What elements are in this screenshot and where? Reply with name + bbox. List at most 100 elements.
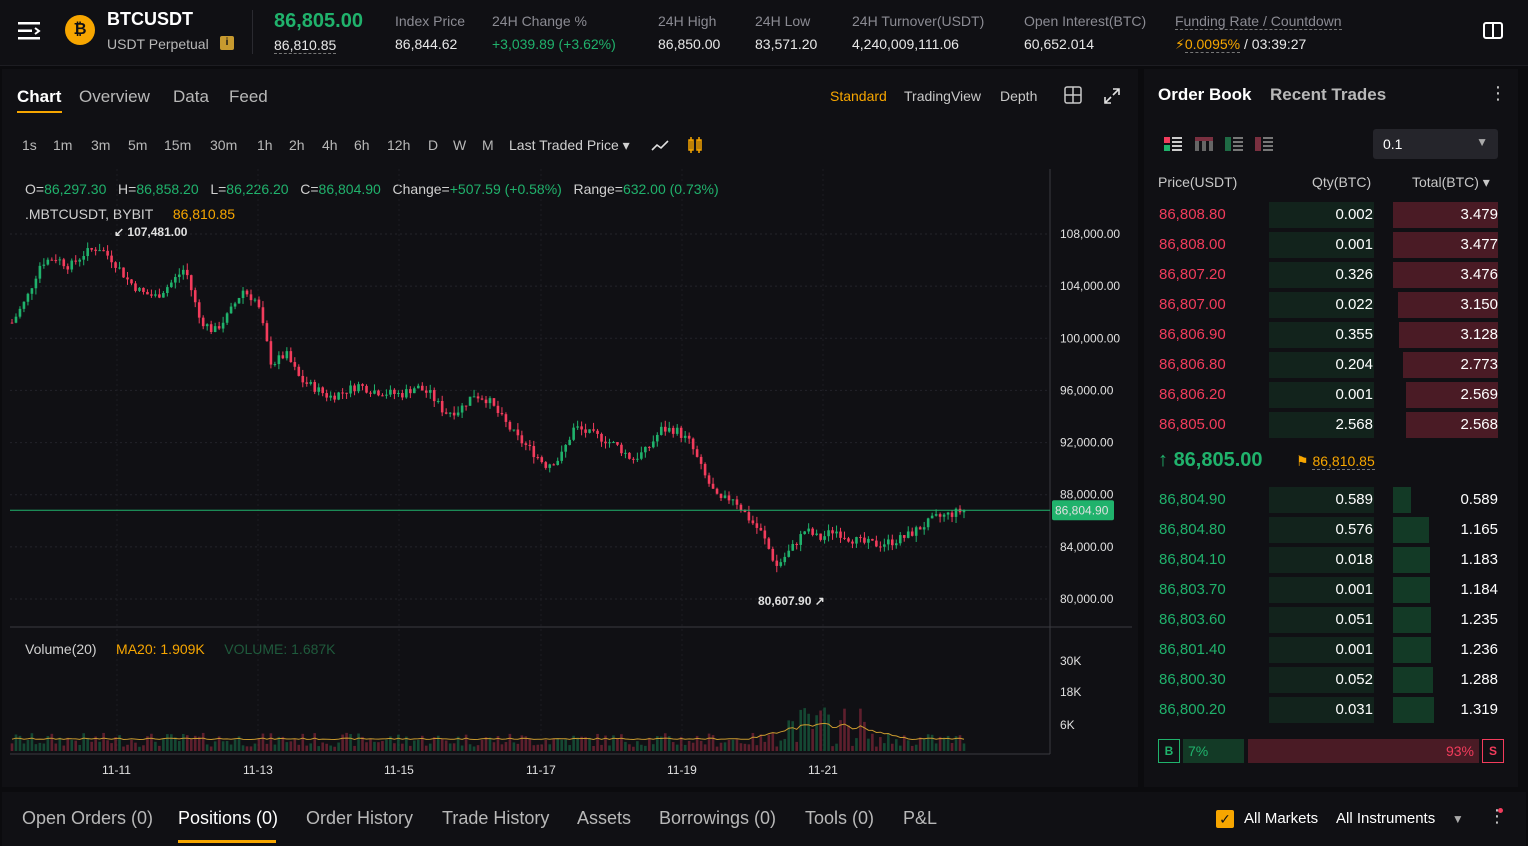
interval-d[interactable]: D bbox=[428, 137, 439, 153]
volume-bar bbox=[146, 736, 149, 751]
precision-select[interactable]: 0.1 ▼ bbox=[1373, 129, 1498, 159]
info-icon[interactable]: i bbox=[220, 36, 234, 50]
interval-6h[interactable]: 6h bbox=[354, 137, 370, 153]
row-qty: 0.052 bbox=[1335, 671, 1373, 688]
candle-body bbox=[102, 250, 105, 252]
bid-row[interactable]: 86,804.90 0.589 0.589 bbox=[1144, 485, 1518, 513]
total-depth-bar bbox=[1406, 382, 1498, 408]
candle-body bbox=[472, 396, 476, 398]
interval-1m[interactable]: 1m bbox=[53, 137, 73, 153]
tab-pnl[interactable]: P&L bbox=[903, 808, 938, 828]
volume-bar bbox=[548, 744, 552, 751]
ask-row[interactable]: 86,806.80 0.204 2.773 bbox=[1144, 350, 1518, 378]
tab-order-history[interactable]: Order History bbox=[306, 808, 414, 828]
tab-tools[interactable]: Tools (0) bbox=[805, 808, 875, 828]
view-tradingview[interactable]: TradingView bbox=[904, 88, 982, 104]
all-markets-checkbox[interactable]: ✓ bbox=[1216, 810, 1234, 828]
tab-trade-history[interactable]: Trade History bbox=[442, 808, 550, 828]
candle-body bbox=[213, 326, 217, 332]
grid-layout-icon[interactable] bbox=[1064, 86, 1082, 104]
ask-row[interactable]: 86,807.20 0.326 3.476 bbox=[1144, 260, 1518, 288]
bid-row[interactable]: 86,803.70 0.001 1.184 bbox=[1144, 575, 1518, 603]
candle-body bbox=[381, 395, 384, 397]
menu-icon[interactable] bbox=[18, 20, 42, 42]
volume-bar bbox=[444, 740, 448, 751]
tab-borrowings[interactable]: Borrowings (0) bbox=[659, 808, 777, 828]
tab-assets[interactable]: Assets bbox=[577, 808, 632, 828]
interval-m[interactable]: M bbox=[482, 137, 494, 153]
price-chart[interactable]: 108,000.00 104,000.00 100,000.00 96,000.00 9… bbox=[2, 69, 1138, 787]
candle-body bbox=[843, 537, 846, 539]
interval-3m[interactable]: 3m bbox=[91, 137, 111, 153]
layout-book-icon[interactable] bbox=[1482, 21, 1504, 41]
interval-1s[interactable]: 1s bbox=[22, 137, 37, 153]
candle-body bbox=[743, 510, 747, 513]
volume-bar bbox=[504, 742, 508, 751]
col-total[interactable]: Total(BTC) ▾ bbox=[1412, 174, 1490, 191]
line-chart-icon[interactable] bbox=[651, 139, 669, 153]
tab-positions[interactable]: Positions (0) bbox=[178, 808, 279, 828]
source-name: .MBTCUSDT, BYBIT bbox=[25, 206, 154, 222]
tab-overview[interactable]: Overview bbox=[79, 87, 150, 106]
tab-recent-trades[interactable]: Recent Trades bbox=[1270, 85, 1387, 104]
tab-data[interactable]: Data bbox=[173, 87, 209, 106]
fullscreen-icon[interactable] bbox=[1103, 87, 1121, 105]
bid-row[interactable]: 86,801.40 0.001 1.236 bbox=[1144, 635, 1518, 663]
volume-bar bbox=[484, 737, 488, 751]
candle-body bbox=[237, 298, 241, 304]
buy-percent: 7% bbox=[1188, 743, 1209, 759]
bid-row[interactable]: 86,804.10 0.018 1.183 bbox=[1144, 545, 1518, 573]
tab-open-orders[interactable]: Open Orders (0) bbox=[22, 808, 154, 828]
mark-price[interactable]: 86,810.85 bbox=[274, 37, 337, 54]
candlestick-icon[interactable] bbox=[686, 136, 704, 154]
bid-row[interactable]: 86,800.30 0.052 1.288 bbox=[1144, 665, 1518, 693]
candle-body bbox=[679, 427, 683, 438]
ask-row[interactable]: 86,805.00 2.568 2.568 bbox=[1144, 410, 1518, 438]
tab-feed[interactable]: Feed bbox=[229, 87, 268, 106]
candle-body bbox=[902, 535, 906, 538]
book-bids-icon[interactable] bbox=[1225, 136, 1243, 152]
tab-chart[interactable]: Chart bbox=[17, 87, 62, 106]
candle-body bbox=[460, 405, 464, 413]
interval-4h[interactable]: 4h bbox=[322, 137, 338, 153]
interval-30m[interactable]: 30m bbox=[210, 137, 238, 153]
funding-label[interactable]: Funding Rate / Countdown bbox=[1175, 13, 1342, 30]
candle-body bbox=[783, 556, 787, 563]
more-options-icon[interactable]: ⋮ bbox=[1489, 83, 1507, 103]
ask-row[interactable]: 86,808.00 0.001 3.477 bbox=[1144, 230, 1518, 258]
interval-w[interactable]: W bbox=[453, 137, 467, 153]
interval-5m[interactable]: 5m bbox=[128, 137, 148, 153]
volume-bar bbox=[397, 734, 400, 751]
bid-row[interactable]: 86,804.80 0.576 1.165 bbox=[1144, 515, 1518, 543]
volume-bar bbox=[62, 745, 66, 751]
book-bars-icon[interactable] bbox=[1195, 136, 1213, 152]
interval-1h[interactable]: 1h bbox=[257, 137, 273, 153]
ask-row[interactable]: 86,808.80 0.002 3.479 bbox=[1144, 200, 1518, 228]
more-options-icon[interactable]: ⋮ bbox=[1488, 806, 1506, 826]
tab-order-book[interactable]: Order Book bbox=[1158, 85, 1252, 104]
book-both-icon[interactable] bbox=[1164, 136, 1182, 152]
volume-bar bbox=[472, 746, 476, 751]
volume-bar bbox=[432, 737, 436, 751]
interval-12h[interactable]: 12h bbox=[387, 137, 411, 153]
col-total-label: Total(BTC) bbox=[1412, 174, 1479, 190]
ask-row[interactable]: 86,807.00 0.022 3.150 bbox=[1144, 290, 1518, 318]
ask-row[interactable]: 86,806.90 0.355 3.128 bbox=[1144, 320, 1518, 348]
all-instruments-select[interactable]: All Instruments ▼ bbox=[1336, 810, 1464, 827]
ask-row[interactable]: 86,806.20 0.001 2.569 bbox=[1144, 380, 1518, 408]
candle-body bbox=[962, 510, 966, 513]
symbol-name[interactable]: BTCUSDT bbox=[107, 9, 193, 29]
price-type-select[interactable]: Last Traded Price ▾ bbox=[509, 137, 630, 154]
candle-body bbox=[799, 534, 802, 545]
total-depth-bar bbox=[1393, 697, 1434, 723]
view-depth[interactable]: Depth bbox=[1000, 88, 1038, 104]
bid-row[interactable]: 86,800.20 0.031 1.319 bbox=[1144, 695, 1518, 723]
interval-15m[interactable]: 15m bbox=[164, 137, 192, 153]
interval-2h[interactable]: 2h bbox=[289, 137, 305, 153]
bid-row[interactable]: 86,803.60 0.051 1.235 bbox=[1144, 605, 1518, 633]
source-price: 86,810.85 bbox=[172, 206, 236, 222]
current-price-tag bbox=[1052, 500, 1114, 521]
book-asks-icon[interactable] bbox=[1255, 136, 1273, 152]
view-standard[interactable]: Standard bbox=[830, 88, 887, 104]
book-mark-price-value: 86,810.85 bbox=[1312, 453, 1375, 470]
